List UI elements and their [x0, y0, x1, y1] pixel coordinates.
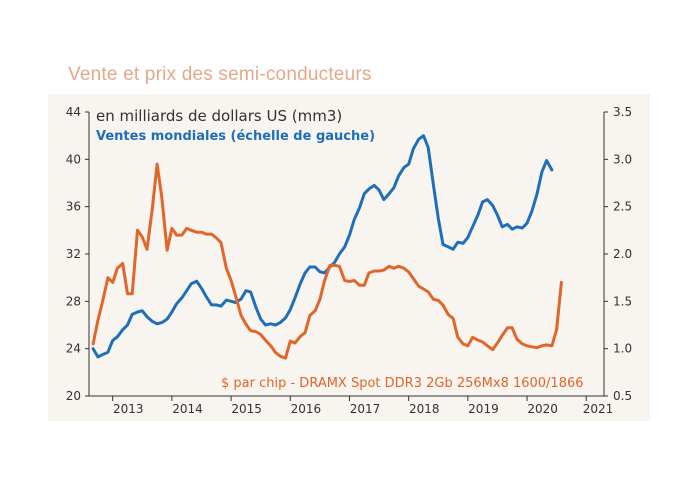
x-tick-label: 2019	[468, 402, 499, 416]
x-tick-label: 2016	[291, 402, 322, 416]
series-layer	[91, 134, 563, 360]
x-tick-label: 2021	[583, 402, 614, 416]
x-tick-label: 2018	[409, 402, 440, 416]
right-tick-label: 3.5	[613, 105, 632, 119]
left-tick-label: 36	[66, 200, 81, 214]
x-tick-label: 2014	[172, 402, 203, 416]
chart-title: Vente et prix des semi-conducteurs	[68, 64, 372, 85]
x-tick-label: 2015	[231, 402, 262, 416]
x-tick-label: 2017	[350, 402, 381, 416]
axes: 20 24 28 32 36 40 44 0.5 1.0 1.5 2.0 2.5 3.0 3.5 2013 2…	[66, 105, 632, 416]
right-tick-label: 1.5	[613, 294, 632, 308]
left-tick-label: 28	[66, 294, 81, 308]
x-tick-label: 2020	[527, 402, 558, 416]
sales-line	[91, 134, 554, 359]
legend-sales: Ventes mondiales (échelle de gauche)	[96, 129, 375, 144]
right-tick-label: 3.0	[613, 152, 632, 166]
legend-price: $ par chip - DRAMX Spot DDR3 2Gb 256Mx8 …	[221, 376, 584, 391]
left-tick-label: 44	[66, 105, 81, 119]
right-tick-label: 2.0	[613, 247, 632, 261]
right-tick-label: 0.5	[613, 389, 632, 403]
left-tick-label: 32	[66, 247, 81, 261]
x-tick-label: 2013	[113, 402, 144, 416]
right-tick-label: 2.5	[613, 200, 632, 214]
plot-background	[48, 94, 650, 421]
left-tick-label: 20	[66, 389, 81, 403]
right-tick-label: 1.0	[613, 342, 632, 356]
left-tick-label: 24	[66, 342, 81, 356]
subtitle: en milliards de dollars US (mm3)	[96, 107, 342, 125]
left-tick-label: 40	[66, 152, 81, 166]
price-line	[91, 162, 563, 360]
